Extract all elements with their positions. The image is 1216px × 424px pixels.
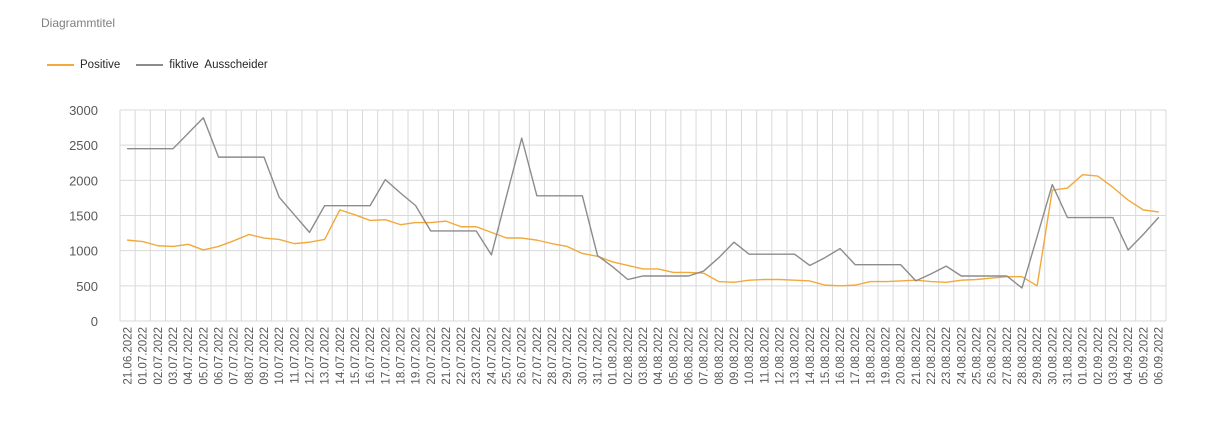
grid [119,109,1167,322]
x-tick-label: 15.07.2022 [350,327,362,385]
x-tick-label: 26.08.2022 [987,327,999,385]
x-tick-label: 25.08.2022 [972,327,984,385]
x-tick-label: 26.07.2022 [517,327,529,385]
x-tick-label: 03.08.2022 [638,327,650,385]
x-tick-label: 02.07.2022 [153,327,165,385]
x-tick-label: 21.06.2022 [123,327,135,385]
x-tick-label: 02.08.2022 [623,327,635,385]
x-tick-label: 02.09.2022 [1093,327,1105,385]
y-tick-label: 2000 [69,173,98,188]
legend-item-positive: Positive [47,59,120,71]
x-tick-label: 23.07.2022 [471,327,483,385]
x-tick-label: 09.08.2022 [729,327,741,385]
series-line-ausscheider [126,117,1160,289]
x-tick-label: 05.07.2022 [198,327,210,385]
x-tick-label: 17.08.2022 [850,327,862,385]
legend: Positive fiktive Ausscheider [47,59,284,71]
x-tick-label: 16.07.2022 [365,327,377,385]
x-tick-label: 06.07.2022 [214,327,226,385]
x-tick-label: 04.08.2022 [653,327,665,385]
x-tick-label: 23.08.2022 [941,327,953,385]
x-tick-label: 06.09.2022 [1153,327,1165,385]
x-tick-label: 29.08.2022 [1032,327,1044,385]
x-tick-label: 11.07.2022 [289,327,301,384]
x-tick-label: 06.08.2022 [683,327,695,385]
x-tick-label: 08.07.2022 [244,327,256,385]
x-tick-label: 28.08.2022 [1017,327,1029,385]
x-tick-label: 13.08.2022 [790,327,802,385]
x-tick-label: 01.07.2022 [138,327,150,385]
x-tick-label: 17.07.2022 [380,327,392,385]
x-tick-label: 04.09.2022 [1123,327,1135,385]
x-tick-label: 25.07.2022 [502,327,514,385]
x-tick-label: 11.08.2022 [759,327,771,384]
x-tick-label: 12.08.2022 [774,327,786,385]
y-tick-label: 2500 [69,138,98,153]
x-tick-label: 05.08.2022 [668,327,680,385]
y-tick-label: 0 [91,314,98,329]
x-tick-label: 14.07.2022 [335,327,347,385]
x-tick-label: 20.08.2022 [896,327,908,385]
x-tick-label: 10.08.2022 [744,327,756,385]
x-tick-label: 16.08.2022 [835,327,847,385]
legend-label-ausscheider: fiktive Ausscheider [169,59,268,71]
x-tick-label: 19.08.2022 [881,327,893,385]
x-tick-label: 19.07.2022 [411,327,423,385]
x-tick-label: 15.08.2022 [820,327,832,385]
x-tick-label: 29.07.2022 [562,327,574,385]
x-tick-label: 20.07.2022 [426,327,438,385]
x-tick-label: 08.08.2022 [714,327,726,385]
x-tick-label: 31.07.2022 [593,327,605,385]
legend-swatch-ausscheider [136,64,164,66]
series-lines [126,117,1160,289]
x-tick-label: 31.08.2022 [1062,327,1074,385]
x-tick-label: 07.07.2022 [229,327,241,385]
x-tick-label: 03.07.2022 [168,327,180,385]
x-tick-label: 14.08.2022 [805,327,817,385]
x-axis: 21.06.2022 01.07.2022 02.07.2022 03.07.2022… [123,327,1166,385]
x-tick-label: 21.08.2022 [911,327,923,385]
x-tick-label: 27.07.2022 [532,327,544,385]
legend-item-ausscheider: fiktive Ausscheider [136,59,268,71]
x-tick-label: 18.08.2022 [865,327,877,385]
x-tick-label: 12.07.2022 [304,327,316,385]
x-tick-label: 22.08.2022 [926,327,938,385]
x-tick-label: 13.07.2022 [320,327,332,385]
y-tick-label: 500 [76,279,98,294]
y-tick-label: 1000 [69,244,98,259]
x-tick-label: 04.07.2022 [183,327,195,385]
x-tick-label: 05.09.2022 [1138,327,1150,385]
y-tick-label: 3000 [69,103,98,118]
x-tick-label: 24.07.2022 [486,327,498,385]
x-tick-label: 01.08.2022 [608,327,620,385]
x-tick-label: 21.07.2022 [441,327,453,385]
x-tick-label: 18.07.2022 [395,327,407,385]
y-axis: 0 500 1000 1500 2000 2500 3000 [69,103,98,329]
x-tick-label: 10.07.2022 [274,327,286,385]
x-tick-label: 28.07.2022 [547,327,559,385]
x-tick-label: 07.08.2022 [699,327,711,385]
x-tick-label: 22.07.2022 [456,327,468,385]
x-tick-label: 30.07.2022 [577,327,589,385]
x-tick-label: 27.08.2022 [1002,327,1014,385]
chart-title: Diagrammtitel [41,16,116,30]
series-line-positive [126,174,1160,287]
x-tick-label: 24.08.2022 [956,327,968,385]
legend-label-positive: Positive [80,59,121,71]
x-tick-label: 30.08.2022 [1047,327,1059,385]
x-tick-label: 09.07.2022 [259,327,271,385]
y-tick-label: 1500 [69,209,98,224]
x-tick-label: 03.09.2022 [1108,327,1120,385]
legend-swatch-positive [47,64,74,66]
x-tick-label: 01.09.2022 [1078,327,1090,385]
